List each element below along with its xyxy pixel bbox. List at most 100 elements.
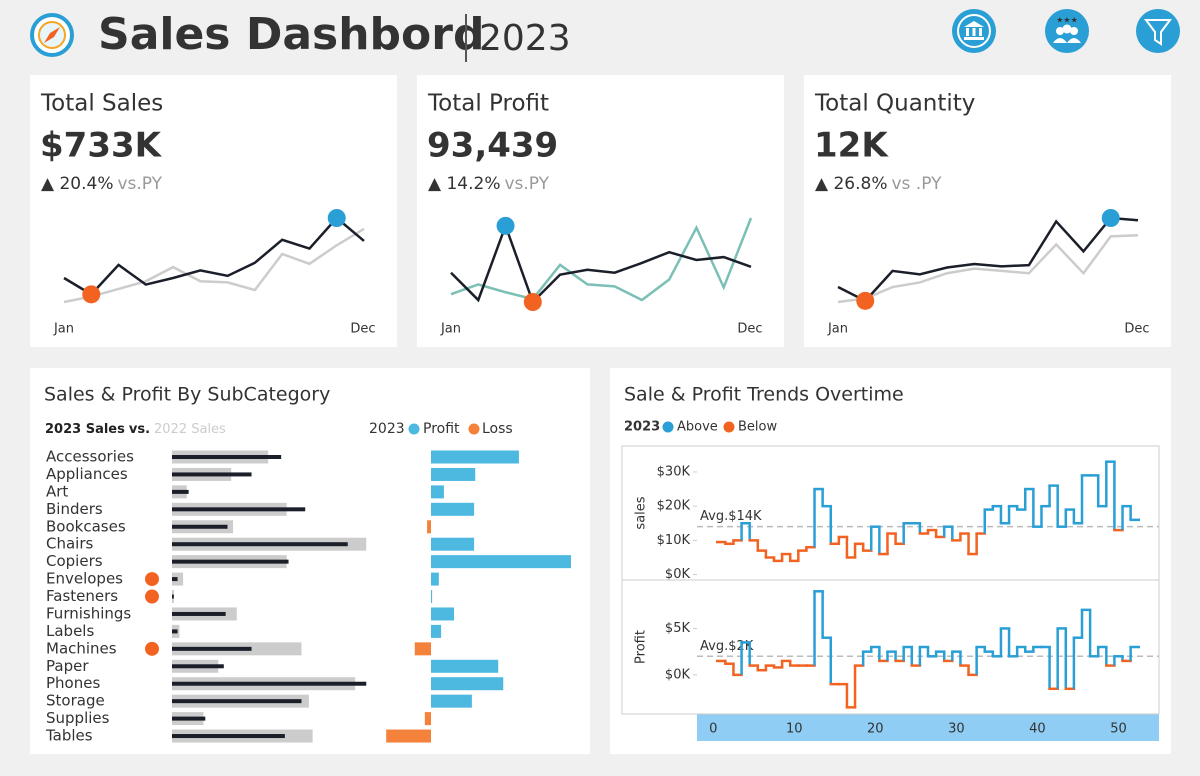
profit-bar xyxy=(431,485,444,499)
x-tick-label: 50 xyxy=(1110,722,1127,737)
x-tick-label: 40 xyxy=(1029,722,1046,737)
change-value: ▲ 26.8% xyxy=(815,174,887,194)
max-marker xyxy=(1101,209,1120,227)
profit-bar xyxy=(414,642,431,656)
bar-current xyxy=(172,577,178,582)
category-label: Copiers xyxy=(46,552,103,570)
kpi-value: 12K xyxy=(814,126,889,166)
category-label: Furnishings xyxy=(46,604,131,622)
legend-title: 2023 xyxy=(624,420,660,435)
max-marker xyxy=(327,209,346,227)
profit-bar xyxy=(431,677,504,691)
bar-current xyxy=(172,542,348,547)
bar-current xyxy=(172,716,206,721)
legend-loss: Loss xyxy=(482,421,513,437)
category-label: Chairs xyxy=(46,535,94,553)
profit-bar xyxy=(431,607,454,621)
category-label: Machines xyxy=(46,639,117,657)
flag-dot xyxy=(145,641,159,656)
y-tick-label: $30K xyxy=(657,464,691,479)
category-label: Envelopes xyxy=(46,570,123,588)
bar-current xyxy=(172,455,282,459)
kpi-value: $733K xyxy=(40,126,163,166)
flag-dot xyxy=(145,572,159,587)
category-label: Labels xyxy=(46,622,94,640)
compare-label: vs .PY xyxy=(891,174,942,194)
bar-current xyxy=(172,646,252,651)
chart-title: Sale & Profit Trends Overtime xyxy=(624,384,904,406)
category-label: Paper xyxy=(46,657,89,675)
x-tick-label: 30 xyxy=(948,722,965,737)
chart-title: Sales & Profit By SubCategory xyxy=(44,384,330,406)
y-tick-label: $0K xyxy=(665,567,691,582)
bar-current xyxy=(172,472,252,477)
sales-legend: 2023 Sales vs. 2022 Sales xyxy=(45,422,226,437)
current-line xyxy=(837,216,1139,303)
chart-card xyxy=(610,368,1171,754)
profit-bar xyxy=(431,467,476,481)
x-axis-band xyxy=(697,714,1159,741)
category-label: Phones xyxy=(46,674,100,692)
average-label: Avg.$14K xyxy=(700,509,762,524)
kpi-title: Total Quantity xyxy=(814,91,975,117)
y-tick-label: $5K xyxy=(665,621,691,636)
max-marker xyxy=(496,216,515,235)
min-marker xyxy=(523,293,542,311)
profit-bar xyxy=(424,712,431,726)
min-marker xyxy=(856,291,875,310)
previous-line xyxy=(63,227,365,304)
category-label: Accessories xyxy=(46,448,134,466)
filter-button[interactable] xyxy=(1136,9,1180,53)
end-month: Dec xyxy=(1124,322,1149,337)
y-tick-label: $10K xyxy=(657,533,691,548)
bar-current xyxy=(172,489,189,494)
flag-dot xyxy=(145,589,159,604)
legend-dot xyxy=(468,423,480,435)
category-label: Storage xyxy=(46,692,105,710)
kpi-change: ▲ 20.4% vs.PY xyxy=(41,174,163,194)
kpi-title: Total Profit xyxy=(427,91,549,117)
start-month: Jan xyxy=(53,322,74,337)
bar-current xyxy=(172,524,228,529)
average-label: Avg.$2K xyxy=(700,639,754,654)
customers-button[interactable]: ★★★ xyxy=(1045,9,1089,53)
bar-current xyxy=(172,664,224,669)
stars-icon: ★★★ xyxy=(1056,16,1078,25)
bank-button[interactable] xyxy=(952,9,996,53)
profit-bar xyxy=(431,694,472,708)
compare-label: vs.PY xyxy=(504,174,549,194)
kpi-change: ▲ 26.8% vs .PY xyxy=(815,174,942,194)
x-tick-label: 20 xyxy=(867,722,884,737)
start-month: Jan xyxy=(827,322,848,337)
profit-bar xyxy=(431,659,499,673)
bar-current xyxy=(172,699,302,704)
profit-bar xyxy=(431,590,433,604)
category-label: Appliances xyxy=(46,465,128,483)
profit-bar xyxy=(431,537,475,551)
profit-bar xyxy=(427,520,431,534)
kpi-change: ▲ 14.2% vs.PY xyxy=(428,174,550,194)
bar-current xyxy=(172,681,367,686)
change-value: ▲ 14.2% xyxy=(428,174,500,194)
bar-current xyxy=(172,594,174,599)
current-line xyxy=(63,216,365,296)
kpi-value: 93,439 xyxy=(427,126,558,166)
dashboard-title: Sales Dashbord xyxy=(98,9,484,60)
legend-above: Above xyxy=(677,420,718,435)
y-axis-label: Profit xyxy=(634,630,649,664)
min-marker xyxy=(82,285,101,304)
end-month: Dec xyxy=(737,322,762,337)
bar-current xyxy=(172,611,226,616)
profit-bar xyxy=(431,450,519,464)
legend-dot xyxy=(723,421,735,433)
profit-bar xyxy=(431,502,475,516)
profit-bar xyxy=(431,572,439,586)
legend-previous: 2022 Sales xyxy=(154,422,226,437)
legend-current: 2023 Sales xyxy=(45,422,125,437)
compare-label: vs.PY xyxy=(117,174,162,194)
profit-bar xyxy=(386,729,431,743)
profit-legend-title: 2023 xyxy=(369,421,405,437)
legend-profit: Profit xyxy=(423,421,460,437)
